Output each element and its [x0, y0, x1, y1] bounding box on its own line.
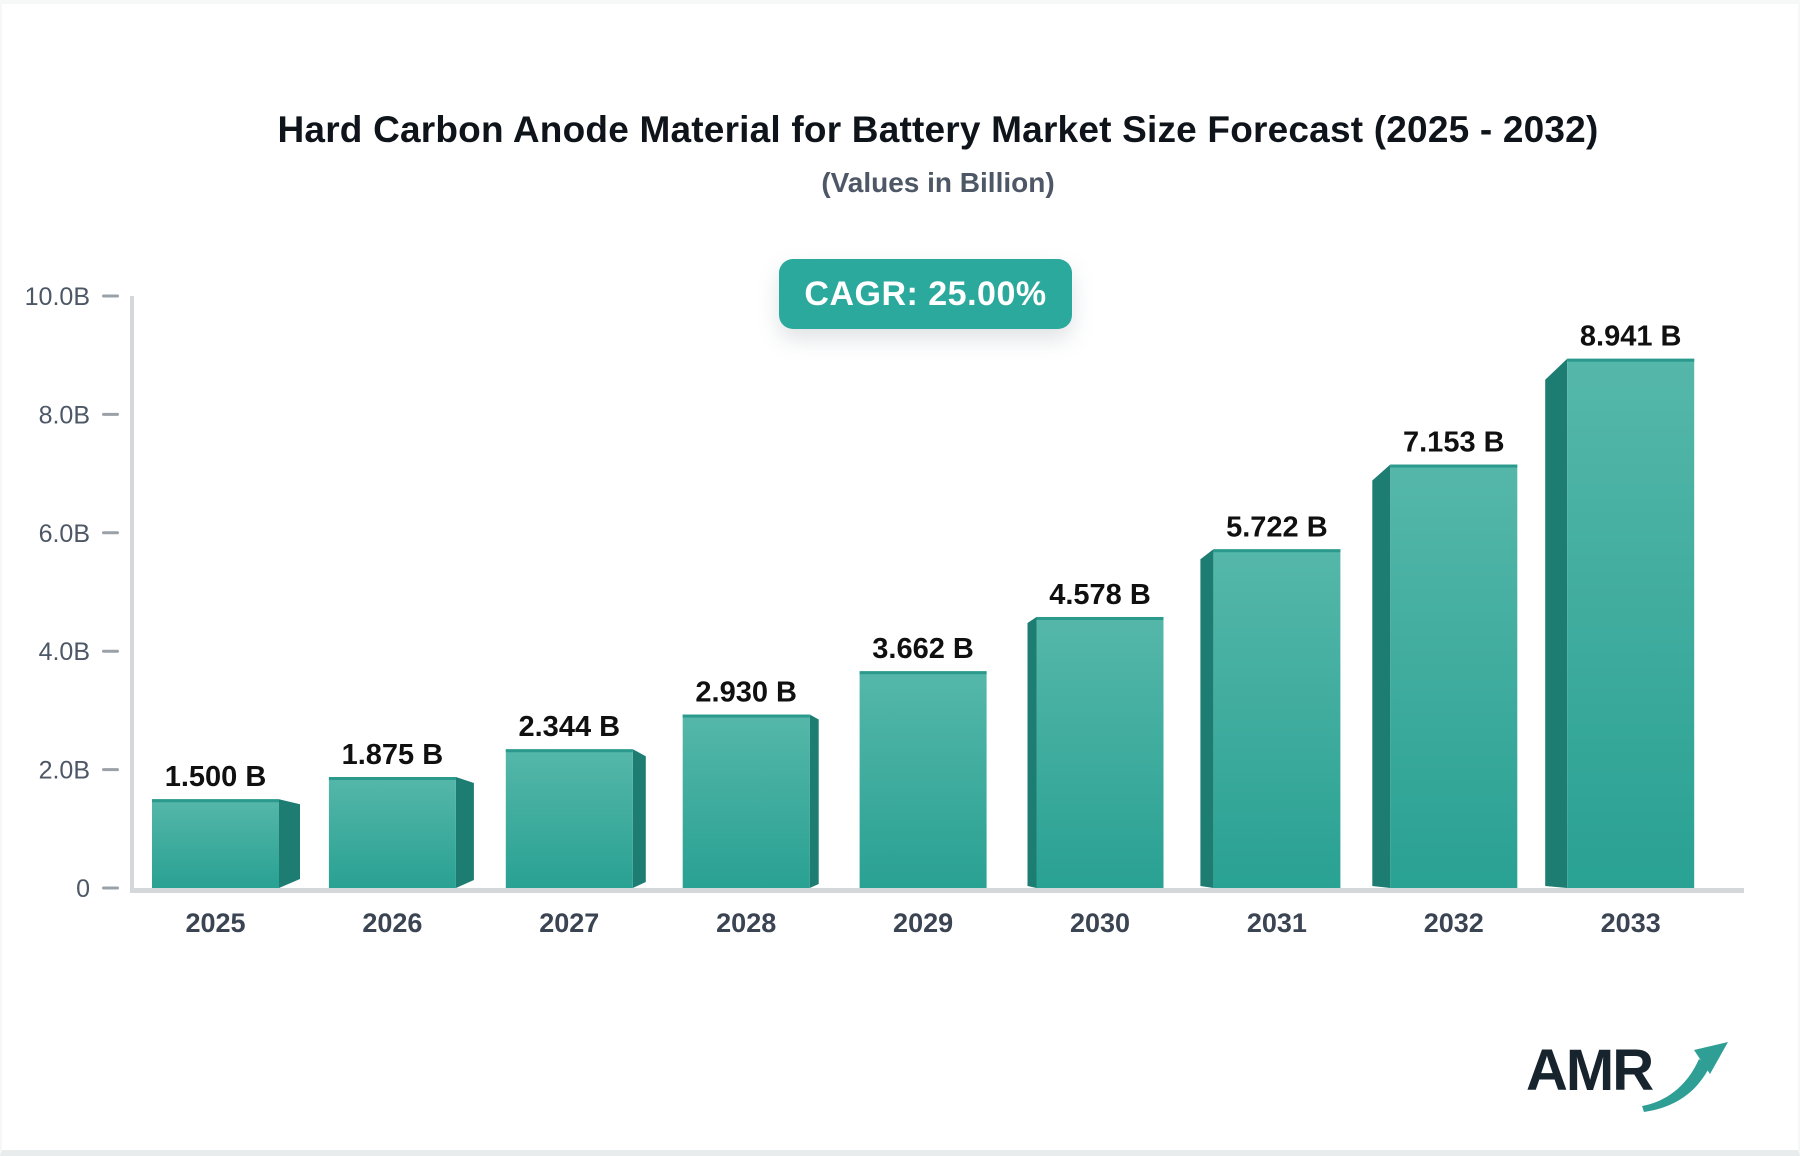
bar-side-face: [1200, 549, 1214, 888]
bar-front-face: [328, 777, 456, 888]
bar-top-edge: [1036, 616, 1164, 620]
bar-value-label: 4.578 B: [1049, 579, 1151, 611]
bar-2032: 7.153 B 2032: [1372, 427, 1518, 938]
bar-front-face: [1567, 358, 1695, 888]
y-tick-label: 0: [76, 875, 90, 903]
bar-top-edge: [1567, 358, 1695, 362]
bar-value-label: 5.722 B: [1226, 511, 1328, 543]
bar-side-face: [455, 777, 474, 888]
cagr-badge: CAGR: 25.00%: [779, 259, 1072, 329]
bar-top-edge: [1390, 464, 1518, 468]
amr-logo: AMR: [1526, 1036, 1732, 1118]
bar-side-face: [1372, 464, 1391, 888]
y-tick-label: 4.0B: [39, 638, 90, 666]
y-axis-tick: [102, 294, 119, 298]
bar-top-edge: [505, 749, 633, 753]
bar-front-face: [682, 714, 810, 888]
bar-side-face: [809, 714, 819, 888]
x-axis-label: 2031: [1247, 908, 1307, 938]
y-tick-label: 10.0B: [25, 283, 90, 311]
bar-value-label: 7.153 B: [1403, 427, 1505, 459]
bar-front-face: [859, 671, 987, 888]
bar-value-label: 1.875 B: [342, 739, 444, 771]
bar-side-face: [632, 749, 646, 888]
bar-front-face: [1213, 549, 1341, 888]
bar-2031: 5.722 B 2031: [1200, 511, 1341, 938]
bar-top-edge: [859, 671, 987, 675]
bar-side-face: [1027, 616, 1037, 888]
x-axis-label: 2027: [539, 908, 599, 938]
bar-side-face: [279, 799, 300, 888]
bar-side-face: [1545, 358, 1568, 888]
x-axis-label: 2026: [362, 908, 422, 938]
chart-subtitle: (Values in Billion): [821, 167, 1055, 198]
y-tick-label: 6.0B: [39, 520, 90, 548]
bar-front-face: [1036, 616, 1164, 888]
y-tick-label: 8.0B: [39, 401, 90, 429]
bar-front-face: [152, 799, 279, 888]
growth-arrow-icon: [1642, 1042, 1729, 1112]
bar-top-edge: [152, 799, 279, 803]
y-axis-line: [130, 296, 134, 888]
bar-top-edge: [682, 714, 810, 718]
chart-title: Hard Carbon Anode Material for Battery M…: [277, 109, 1599, 150]
x-axis-label: 2033: [1601, 908, 1661, 938]
bar-front-face: [1390, 464, 1518, 888]
bar-front-face: [505, 749, 633, 888]
bar-chart: 10.0B 8.0B 6.0B 4.0B 2.0B 0 1.500 B 2025 1.875 B…: [25, 283, 1744, 938]
bar-top-edge: [328, 777, 456, 780]
bar-value-label: 1.500 B: [165, 761, 267, 793]
bar-value-label: 2.344 B: [519, 711, 621, 743]
cagr-badge-text: CAGR: 25.00%: [804, 274, 1047, 313]
y-axis-tick: [102, 886, 119, 890]
bar-2026: 1.875 B 2026: [328, 739, 474, 938]
bar-value-label: 8.941 B: [1580, 321, 1682, 353]
x-axis-label: 2028: [716, 908, 776, 938]
x-axis-label: 2030: [1070, 908, 1130, 938]
bar-value-label: 3.662 B: [872, 633, 974, 665]
x-axis-label: 2029: [893, 908, 953, 938]
x-axis-label: 2032: [1424, 908, 1484, 938]
bar-2030: 4.578 B 2030: [1027, 579, 1164, 938]
bar-top-edge: [1213, 549, 1341, 553]
y-axis-tick: [102, 649, 119, 653]
x-axis-label: 2025: [185, 908, 245, 938]
bar-2029: 3.662 B 2029: [859, 633, 987, 938]
bar-value-label: 2.930 B: [695, 677, 797, 709]
y-tick-label: 2.0B: [39, 757, 90, 785]
y-axis-tick: [102, 768, 119, 772]
bar-2027: 2.344 B 2027: [505, 711, 646, 938]
bar-2028: 2.930 B 2028: [682, 677, 819, 938]
amr-logo-text: AMR: [1526, 1038, 1654, 1103]
x-axis-line: [130, 888, 1744, 893]
y-axis-tick: [102, 412, 119, 416]
chart-header: Hard Carbon Anode Material for Battery M…: [132, 108, 1744, 200]
bar-2025: 1.500 B 2025: [152, 761, 300, 938]
y-axis-tick: [102, 531, 119, 535]
bar-2033: 8.941 B 2033: [1545, 321, 1695, 938]
